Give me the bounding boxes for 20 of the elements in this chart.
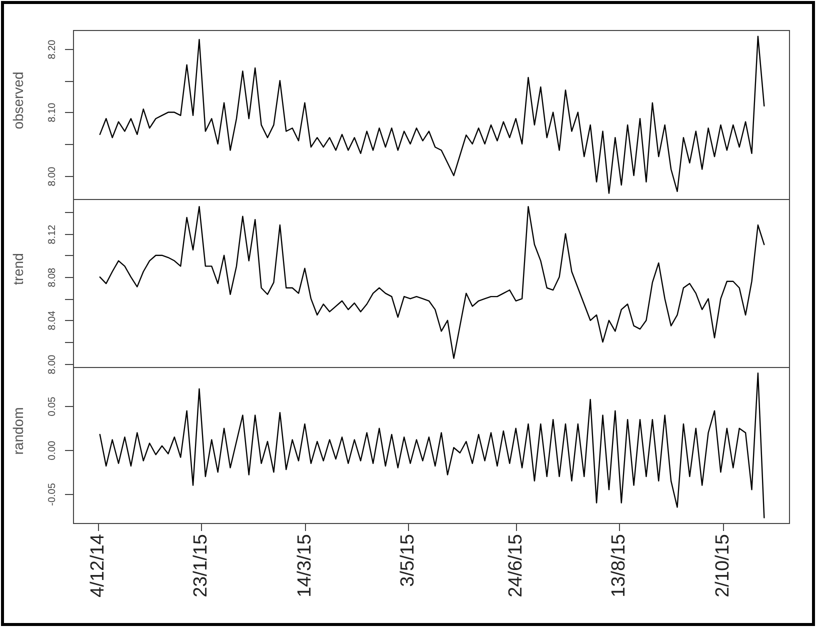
y-tick-label: -0.05 [46, 482, 58, 506]
x-tick-label: 24/6/15 [506, 534, 527, 598]
y-tick-label: 0.00 [46, 440, 58, 460]
x-tick-label: 23/1/15 [190, 534, 212, 598]
y-tick-label: 8.20 [46, 39, 58, 60]
x-tick-label: 4/12/14 [88, 534, 109, 598]
y-axis-title: trend [10, 253, 26, 285]
y-tick-label: 8.00 [46, 354, 58, 374]
y-axis-title: random [10, 407, 26, 455]
y-tick-label: 8.08 [46, 267, 58, 288]
x-tick-label: 13/8/15 [608, 534, 630, 598]
y-tick-label: 8.00 [46, 166, 58, 186]
y-tick-label: 8.10 [46, 102, 58, 122]
y-tick-label: 8.12 [46, 224, 58, 244]
y-tick-label: 8.04 [46, 310, 58, 330]
y-tick-label: 0.05 [46, 396, 58, 416]
x-tick-label: 14/3/15 [294, 534, 316, 598]
y-axis-title: observed [10, 72, 26, 130]
x-tick-label: 3/5/15 [398, 534, 419, 587]
x-tick-label: 2/10/15 [712, 534, 734, 598]
